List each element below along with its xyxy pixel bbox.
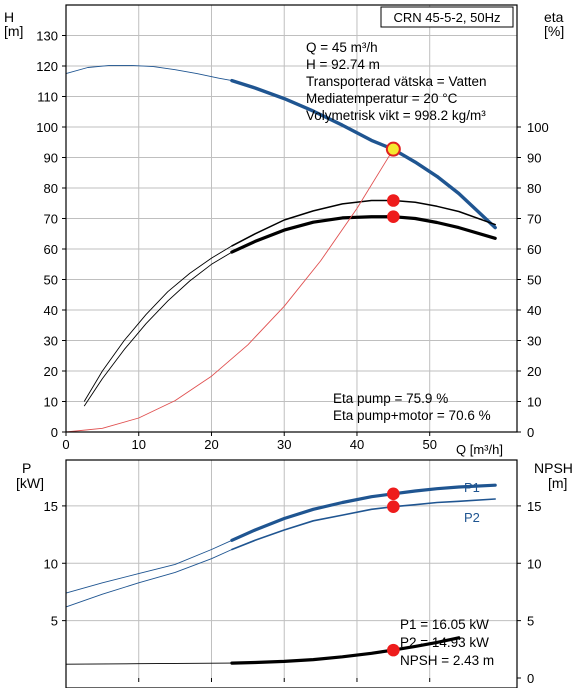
p2-curve-label: P2 xyxy=(464,510,480,525)
p1-curve-label: P1 xyxy=(464,480,480,495)
bottom-grid xyxy=(65,460,517,682)
top-x-axis: 0 10 20 30 40 50 xyxy=(62,437,437,452)
top-grid xyxy=(65,5,517,436)
eta-pump-motor-text: Eta pump+motor = 70.6 % xyxy=(333,408,491,423)
operating-point-p1 xyxy=(387,487,400,501)
top-left-axis: 0 10 20 30 40 50 60 70 80 90 100 110 120 130 xyxy=(36,29,66,440)
head-curve xyxy=(230,78,497,230)
bottom-curves xyxy=(65,483,497,665)
info-line-density: Volymetrisk vikt = 998.2 kg/m³ xyxy=(306,108,486,123)
bottom-right-axis: 0 5 10 15 xyxy=(517,499,541,686)
y-left-tick-label: 15 xyxy=(44,499,58,514)
y-left-tick-label: 0 xyxy=(51,425,58,440)
top-right-axis-title: eta xyxy=(544,9,564,25)
y-left-tick-label: 130 xyxy=(36,29,58,44)
npsh-curve-thin xyxy=(65,662,232,665)
eta-pump-curve-thin xyxy=(83,245,233,402)
info-line-head: H = 92.74 m xyxy=(306,57,380,72)
y-right-tick-label: 80 xyxy=(527,181,541,196)
y-left-tick-label: 70 xyxy=(44,212,58,227)
info-line-liquid: Transporterad vätska = Vatten xyxy=(306,74,486,89)
bottom-right-axis-title: NPSH xyxy=(534,460,573,476)
x-tick-label: 30 xyxy=(277,437,291,452)
bottom-right-axis-unit: [m] xyxy=(548,475,567,491)
operating-point-eta-motor xyxy=(387,210,400,223)
y-right-tick-label: 0 xyxy=(527,425,534,440)
eta-pump-text: Eta pump = 75.9 % xyxy=(333,391,448,406)
y-left-tick-label: 110 xyxy=(37,90,58,105)
npsh-value-text: NPSH = 2.43 m xyxy=(400,653,494,668)
y-left-tick-label: 50 xyxy=(44,273,58,288)
eta-pump-motor-curve xyxy=(230,215,497,254)
y-left-tick-label: 80 xyxy=(44,181,58,196)
x-tick-label: 20 xyxy=(204,437,218,452)
bottom-left-axis: 5 10 15 xyxy=(44,499,66,629)
bottom-left-axis-unit: [kW] xyxy=(16,475,44,491)
npsh-curve xyxy=(230,636,461,665)
x-tick-label: 40 xyxy=(350,437,364,452)
p2-curve-thin xyxy=(65,549,233,608)
operating-point-npsh xyxy=(387,643,400,657)
top-left-axis-unit: [m] xyxy=(4,23,23,39)
p1-value-text: P1 = 16.05 kW xyxy=(400,617,489,632)
y-right-tick-label: 60 xyxy=(527,242,541,257)
eta-pump-curve xyxy=(231,199,496,247)
operating-point-head xyxy=(385,141,401,157)
y-left-tick-label: 60 xyxy=(44,242,58,257)
info-block: Q = 45 m³/h H = 92.74 m Transporterad vä… xyxy=(306,40,486,123)
y-left-tick-label: 40 xyxy=(44,303,58,318)
y-left-tick-label: 5 xyxy=(51,614,58,629)
y-left-tick-label: 100 xyxy=(36,120,58,135)
chart-title-box xyxy=(380,6,514,28)
eta-block: Eta pump = 75.9 % Eta pump+motor = 70.6 … xyxy=(333,391,491,423)
y-left-tick-label: 10 xyxy=(44,556,58,571)
y-right-tick-label: 0 xyxy=(527,671,534,686)
head-curve-thin xyxy=(65,64,232,82)
x-tick-label: 0 xyxy=(62,437,69,452)
operating-point-eta-pump xyxy=(387,194,400,207)
chart-title: CRN 45-5-2, 50Hz xyxy=(394,10,501,25)
y-right-tick-label: 100 xyxy=(527,120,549,135)
info-line-temperature: Mediatemperatur = 20 °C xyxy=(306,91,458,106)
top-right-axis-unit: [%] xyxy=(544,23,564,39)
y-right-tick-label: 70 xyxy=(527,212,541,227)
top-curves xyxy=(65,64,497,433)
bottom-points xyxy=(387,487,400,657)
operating-point-p2 xyxy=(387,500,400,513)
x-tick-label: 50 xyxy=(422,437,436,452)
y-right-tick-label: 50 xyxy=(527,273,541,288)
p2-curve xyxy=(231,498,496,551)
y-right-tick-label: 15 xyxy=(527,499,541,514)
y-right-tick-label: 10 xyxy=(527,395,541,410)
value-block: P1 = 16.05 kW P2 = 14.93 kW NPSH = 2.43 … xyxy=(400,617,494,668)
y-left-tick-label: 10 xyxy=(44,395,58,410)
info-line-flow: Q = 45 m³/h xyxy=(306,40,378,55)
y-right-tick-label: 20 xyxy=(527,364,541,379)
p2-value-text: P2 = 14.93 kW xyxy=(400,635,489,650)
y-right-tick-label: 5 xyxy=(527,614,534,629)
y-left-tick-label: 90 xyxy=(44,151,58,166)
y-left-tick-label: 20 xyxy=(44,364,58,379)
p1-curve xyxy=(230,483,497,542)
power-npsh-chart: 5 10 15 0 5 10 15 P [kW] NPSH [m] P1 P2 P1 = … xyxy=(16,459,573,689)
y-right-tick-label: 30 xyxy=(527,334,541,349)
y-left-tick-label: 30 xyxy=(44,334,58,349)
y-right-tick-label: 10 xyxy=(527,556,541,571)
bottom-left-axis-title: P xyxy=(22,460,31,476)
x-tick-label: 10 xyxy=(132,437,146,452)
y-right-tick-label: 90 xyxy=(527,151,541,166)
system-curve-curve-thin xyxy=(65,149,394,433)
y-left-tick-label: 120 xyxy=(36,59,58,74)
y-right-tick-label: 40 xyxy=(527,303,541,318)
top-left-axis-title: H xyxy=(4,9,14,25)
eta-pump-motor-curve-thin xyxy=(83,251,233,407)
top-right-axis: 0 10 20 30 40 50 60 70 80 90 100 xyxy=(517,120,549,440)
x-axis-label: Q [m³/h] xyxy=(456,442,503,457)
p1-curve-thin xyxy=(65,539,233,594)
top-points xyxy=(385,141,401,223)
